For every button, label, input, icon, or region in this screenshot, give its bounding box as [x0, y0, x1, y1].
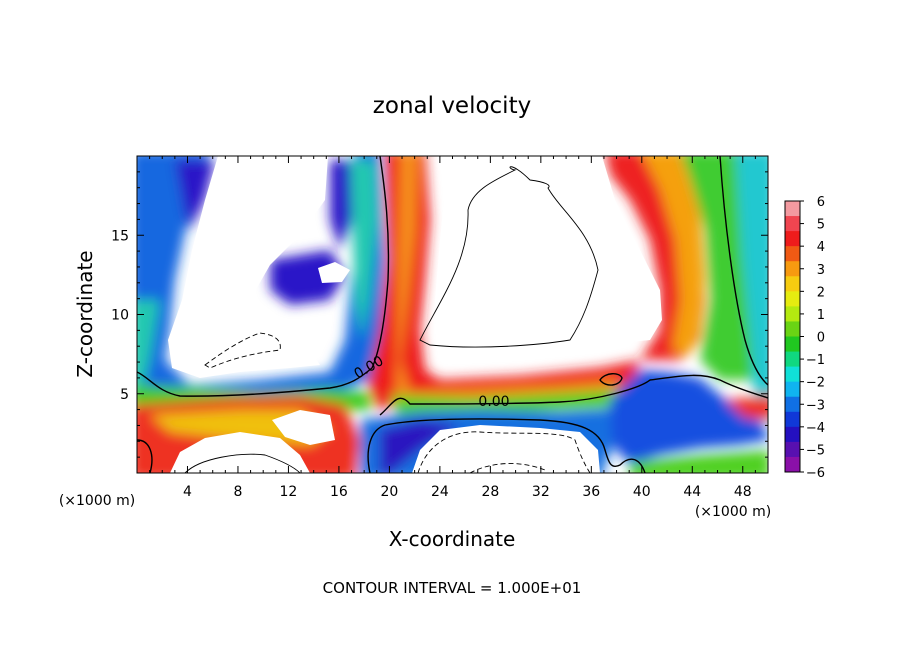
empty-region-lower-center [412, 425, 600, 473]
empty-region-small-island [318, 262, 350, 283]
colorbar-swatch [785, 336, 800, 353]
red-patch-lower-right [725, 395, 768, 420]
x-axis-ticks: 4 8 12 16 20 24 28 32 36 40 44 48 [149, 156, 756, 500]
empty-region-lower-left [170, 432, 310, 473]
empty-region-upper-left [168, 156, 328, 378]
colorbar-swatch [785, 441, 800, 458]
x-tick-label: 40 [633, 484, 651, 500]
colorbar-tick-label: 6 [817, 195, 825, 210]
y-tick-label: 10 [111, 308, 129, 324]
colorbar-swatch [785, 216, 800, 232]
x-tick-label: 20 [380, 484, 398, 500]
colorbar-ticks: 6 5 4 3 2 1 0 −1 −2 −3 −4 −5 −6 [800, 195, 825, 481]
orange-ribbon-center [396, 156, 620, 412]
colorbar-swatch [785, 291, 800, 307]
zero-contour-small-loop [599, 373, 623, 386]
empty-region-mid-left [272, 410, 335, 445]
x-tick-label: 28 [481, 484, 499, 500]
empty-region-upper-center [435, 156, 662, 352]
negative-region-lower-right [610, 370, 768, 465]
zero-contour-lower-left [137, 439, 153, 473]
colorbar-swatch [785, 426, 800, 443]
dashed-contour-bottom [417, 431, 591, 473]
colorbar-swatch [785, 201, 800, 217]
colorbar-tick-label: 3 [817, 263, 825, 278]
colorbar-tick-label: 1 [817, 308, 825, 323]
colorbar-tick-label: −4 [806, 421, 825, 436]
x-tick-label: 8 [233, 484, 242, 500]
colorbar-swatch [785, 276, 800, 292]
zero-contour-middle [379, 374, 768, 416]
colorbar-swatch [785, 231, 800, 247]
colorbar-tick-label: −1 [806, 353, 825, 368]
x-tick-label: 48 [734, 484, 752, 500]
y-axis-ticks: 5 10 15 [111, 171, 768, 458]
colorbar-swatch [785, 381, 800, 398]
thin-contour-upper-center [419, 166, 599, 348]
colorbar-swatch [785, 366, 800, 383]
x-tick-label: 16 [330, 484, 348, 500]
colorbar-swatch [785, 456, 800, 473]
x-axis-unit-left: (×1000 m) [59, 493, 135, 509]
x-tick-label: 32 [532, 484, 550, 500]
colorbar-swatch [785, 321, 800, 337]
zero-contour-bottom [367, 418, 646, 473]
zero-contour-left [137, 156, 390, 397]
contour-lines [137, 156, 768, 473]
colorbar-swatch [785, 411, 800, 428]
green-strip-bottom-right [630, 450, 768, 473]
zero-contour-right [719, 156, 768, 386]
colorbar-tick-label: −5 [806, 443, 825, 458]
colorbar-tick-label: −2 [806, 376, 825, 391]
x-tick-label: 12 [280, 484, 298, 500]
x-tick-label: 24 [431, 484, 449, 500]
colorbar-swatch [785, 306, 800, 322]
chart-title: zonal velocity [373, 93, 531, 119]
colorbar-swatch [785, 396, 800, 413]
heatmap-field [137, 156, 768, 473]
colorbar-tick-label: 2 [817, 285, 825, 300]
y-tick-label: 15 [111, 228, 129, 244]
cyan-region-right [735, 156, 768, 423]
colorbar-tick-label: −3 [806, 398, 825, 413]
strong-negative-left [175, 160, 355, 305]
cyan-band-left [137, 160, 378, 400]
x-axis-label: X-coordinate [389, 527, 516, 551]
x-axis-unit-right: (×1000 m) [695, 504, 771, 520]
y-axis-label: Z-coordinate [73, 250, 97, 377]
orange-region-right [643, 156, 705, 355]
thin-contour-lower-left [184, 453, 301, 473]
colorbar-tick-label: 0 [817, 331, 825, 346]
x-tick-label: 36 [582, 484, 600, 500]
colorbar-swatch [785, 351, 800, 368]
colorbar-tick-label: 5 [817, 218, 825, 233]
x-tick-label: 4 [183, 484, 192, 500]
colorbar-swatch [785, 246, 800, 262]
colorbar [784, 200, 801, 473]
colorbar-tick-label: 4 [817, 240, 825, 255]
dashed-contour-left [204, 332, 281, 369]
x-tick-label: 44 [683, 484, 701, 500]
y-tick-label: 5 [120, 387, 129, 403]
colorbar-swatch [785, 261, 800, 277]
contour-label-middle: 0.00 [478, 394, 509, 410]
contour-interval-note: CONTOUR INTERVAL = 1.000E+01 [323, 579, 582, 597]
colorbar-tick-label: −6 [806, 466, 825, 481]
